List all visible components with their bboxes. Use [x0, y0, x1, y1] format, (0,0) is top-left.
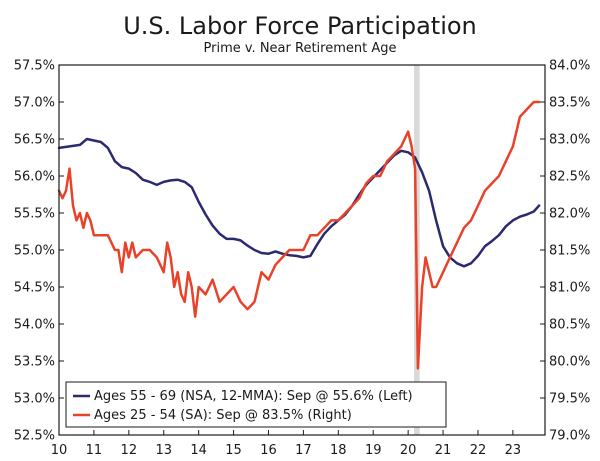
legend-label-25-54: Ages 25 - 54 (SA): Sep @ 83.5% (Right): [94, 408, 352, 423]
right-tick-label: 80.0%: [549, 355, 590, 370]
axes-group: 52.5% 53.0% 53.5% 54.0% 54.5% 55.0% 55.5% 56.0%…: [14, 59, 591, 459]
x-tick-label: 16: [260, 443, 277, 458]
x-tick-label: 15: [225, 443, 242, 458]
x-tick-label: 19: [365, 443, 382, 458]
legend-label-55-69: Ages 55 - 69 (NSA, 12-MMA): Sep @ 55.6% …: [94, 389, 413, 404]
x-tick-label: 12: [121, 443, 138, 458]
x-tick-label: 10: [51, 443, 68, 458]
x-tick-label: 18: [330, 443, 347, 458]
series-line-ages-25-54: [57, 100, 541, 370]
x-tick-label: 14: [190, 443, 207, 458]
x-tick-label: 21: [435, 443, 452, 458]
left-tick-label: 53.5%: [14, 355, 55, 370]
chart-title: U.S. Labor Force Participation: [123, 12, 477, 40]
series-line-ages-55-69: [57, 137, 541, 268]
legend-box: [65, 381, 447, 428]
legend: Ages 55 - 69 (NSA, 12-MMA): Sep @ 55.6% …: [65, 381, 447, 428]
series-group: [57, 100, 541, 370]
right-tick-label: 83.5%: [549, 96, 590, 111]
x-tick-label: 17: [295, 443, 312, 458]
right-tick-label: 83.0%: [549, 133, 590, 148]
x-tick-label: 23: [505, 443, 522, 458]
left-tick-label: 57.0%: [14, 96, 55, 111]
left-tick-label: 54.0%: [14, 318, 55, 333]
x-tick-label: 11: [86, 443, 103, 458]
left-tick-label: 53.0%: [14, 392, 55, 407]
right-tick-label: 82.0%: [549, 207, 590, 222]
right-tick-label: 79.0%: [549, 429, 590, 444]
left-tick-label: 56.0%: [14, 170, 55, 185]
x-tick-label: 22: [470, 443, 487, 458]
left-tick-label: 57.5%: [14, 59, 55, 74]
chart-subtitle: Prime v. Near Retirement Age: [204, 41, 397, 56]
x-tick-label: 13: [155, 443, 172, 458]
right-tick-label: 82.5%: [549, 170, 590, 185]
right-tick-label: 81.0%: [549, 281, 590, 296]
left-tick-label: 55.5%: [14, 207, 55, 222]
right-tick-label: 79.5%: [549, 392, 590, 407]
right-tick-label: 81.5%: [549, 244, 590, 259]
right-tick-label: 80.5%: [549, 318, 590, 333]
right-tick-label: 84.0%: [549, 59, 590, 74]
x-tick-label: 20: [400, 443, 417, 458]
left-tick-label: 54.5%: [14, 281, 55, 296]
left-tick-label: 55.0%: [14, 244, 55, 259]
left-tick-label: 56.5%: [14, 133, 55, 148]
left-tick-label: 52.5%: [14, 429, 55, 444]
